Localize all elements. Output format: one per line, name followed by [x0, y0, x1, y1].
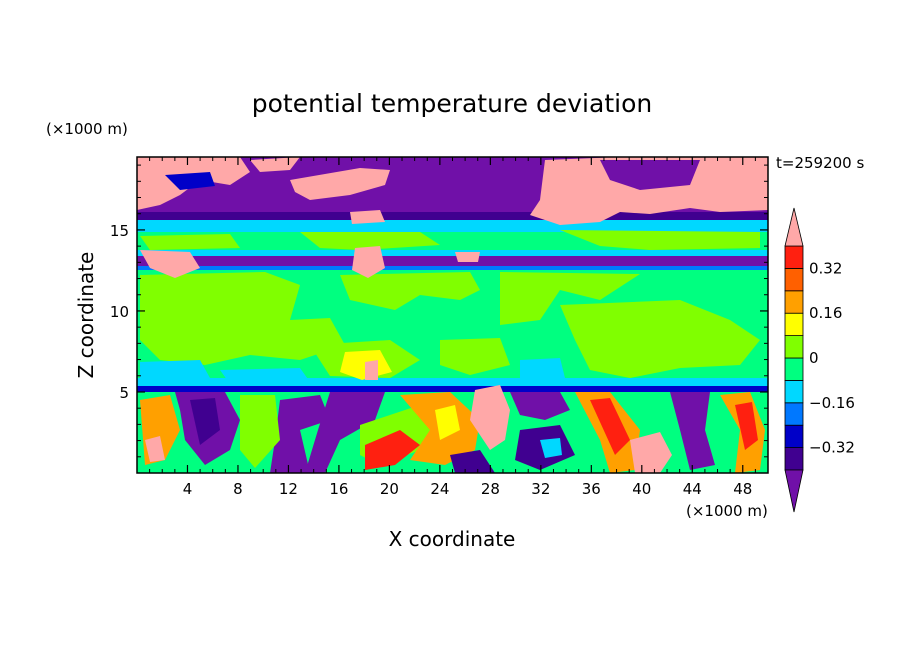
colorbar-band	[784, 290, 804, 314]
patch-lightgreen	[240, 395, 280, 468]
patch-lightgreen	[340, 272, 480, 310]
band-blue-mid	[137, 266, 768, 270]
patch-purple	[510, 392, 570, 420]
patch-purple	[670, 392, 715, 470]
colorbar-bottom-triangle	[784, 469, 804, 513]
band-lower-stratosphere	[137, 212, 768, 222]
y-axis-label: Z coordinate	[74, 252, 98, 379]
patch-lightgreen	[560, 300, 760, 378]
patch-darkblue	[450, 450, 495, 473]
patch-lightgreen	[140, 234, 240, 250]
colorbar: 0.32 0.16 0 −0.16 −0.32	[784, 207, 855, 513]
colorbar-label: −0.32	[809, 439, 855, 457]
x-tick-label: 16	[329, 480, 348, 498]
colorbar-top-triangle	[784, 207, 804, 247]
patch-purple	[305, 392, 385, 473]
x-axis-ticks: 4 8 12 16 20 24 28 32 36 40 44 48	[149, 157, 756, 498]
y-tick-label: 10	[110, 303, 129, 321]
patch-pink	[470, 385, 510, 450]
patch-yellow	[435, 405, 460, 440]
chart-title: potential temperature deviation	[252, 89, 652, 118]
patch-cyan	[220, 368, 310, 384]
colorbar-label: 0.32	[809, 259, 842, 277]
patch-pink	[350, 210, 385, 224]
y-unit-label: (×1000 m)	[46, 120, 128, 138]
x-tick-label: 28	[481, 480, 500, 498]
patch-cyan	[140, 360, 210, 380]
time-label: t=259200 s	[776, 154, 864, 172]
band-blue-inversion	[137, 386, 768, 392]
patch-pink	[140, 250, 200, 278]
x-tick-label: 32	[531, 480, 550, 498]
patch-lightgreen	[500, 272, 640, 325]
colorbar-band	[784, 357, 804, 381]
patch-pink	[250, 157, 300, 172]
colorbar-band	[784, 402, 804, 426]
colorbar-band	[784, 379, 804, 404]
patch-pink	[630, 432, 672, 473]
colorbar-label: −0.16	[809, 394, 855, 412]
patch-lightgreen	[300, 232, 440, 250]
colorbar-band	[784, 335, 804, 359]
x-tick-label: 36	[582, 480, 601, 498]
colorbar-label: 0	[809, 349, 819, 367]
patch-cyan	[520, 358, 565, 378]
colorbar-band	[784, 312, 804, 337]
x-tick-label: 48	[733, 480, 752, 498]
colorbar-band	[784, 267, 804, 292]
band-cyan-low	[137, 378, 768, 388]
x-tick-label: 20	[380, 480, 399, 498]
x-tick-label: 4	[183, 480, 193, 498]
patch-blue	[165, 172, 215, 190]
x-tick-label: 12	[279, 480, 298, 498]
x-tick-label: 8	[233, 480, 243, 498]
patch-pink	[455, 252, 480, 262]
patch-red	[365, 430, 420, 470]
y-tick-label: 5	[119, 384, 129, 402]
colorbar-band	[784, 245, 804, 269]
patch-lightgreen	[560, 230, 760, 250]
band-tropopause-cyan	[137, 220, 768, 232]
colorbar-label: 0.16	[809, 304, 842, 322]
patch-purple	[270, 395, 330, 473]
x-unit-label: (×1000 m)	[686, 502, 768, 520]
x-tick-label: 24	[430, 480, 449, 498]
y-axis-ticks: 5 10 15	[110, 164, 768, 458]
colorbar-band	[784, 447, 804, 471]
colorbar-band	[784, 424, 804, 449]
y-tick-label: 15	[110, 222, 129, 240]
patch-pink	[352, 246, 385, 278]
x-tick-label: 44	[683, 480, 702, 498]
patch-cyan	[540, 438, 562, 458]
patch-darkblue	[190, 398, 220, 445]
contour-field	[137, 157, 768, 473]
patch-purple	[600, 160, 700, 190]
patch-pink	[530, 157, 768, 225]
x-axis-label: X coordinate	[389, 527, 516, 551]
band-cyan-mid	[137, 250, 768, 256]
patch-red	[590, 398, 630, 455]
patch-pink	[290, 168, 390, 200]
x-tick-label: 40	[632, 480, 651, 498]
patch-pink	[145, 436, 165, 462]
band-purple-mid	[137, 256, 768, 268]
patch-red	[735, 402, 758, 450]
patch-pink	[365, 360, 378, 380]
patch-lightgreen	[140, 272, 345, 365]
patch-lightgreen	[440, 338, 510, 375]
